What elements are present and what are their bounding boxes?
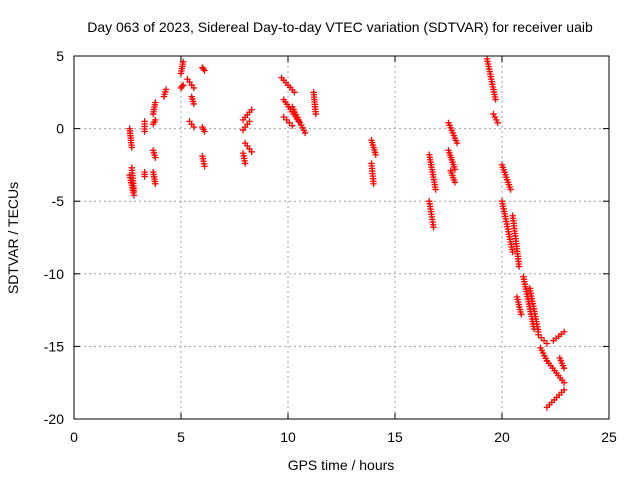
data-point xyxy=(178,83,186,90)
data-point xyxy=(200,65,207,73)
data-point xyxy=(432,186,439,193)
data-point xyxy=(152,116,159,124)
x-tick-label: 10 xyxy=(280,429,296,445)
data-point xyxy=(538,334,545,341)
data-point xyxy=(491,113,499,121)
data-point xyxy=(246,118,253,125)
x-tick-label: 20 xyxy=(494,429,510,445)
chart-title: Day 063 of 2023, Sidereal Day-to-day VTE… xyxy=(87,19,593,35)
data-point xyxy=(493,116,500,124)
data-point xyxy=(560,386,568,394)
x-axis-title: GPS time / hours xyxy=(288,457,395,473)
data-point xyxy=(543,340,551,347)
x-tick-label: 0 xyxy=(70,429,78,445)
data-point xyxy=(289,122,296,129)
data-point xyxy=(152,154,159,161)
data-point xyxy=(560,364,568,372)
data-point xyxy=(372,151,379,158)
data-point xyxy=(451,166,459,173)
data-point xyxy=(201,67,208,74)
data-point xyxy=(560,328,568,336)
data-point xyxy=(509,248,516,256)
data-series-uaib xyxy=(126,55,568,411)
data-point xyxy=(141,118,148,125)
y-axis-title: SDTVAR / TECUs xyxy=(5,182,21,294)
data-point xyxy=(152,99,159,106)
data-point xyxy=(490,110,497,118)
data-point xyxy=(248,148,255,156)
y-tick-label: 5 xyxy=(56,48,64,64)
data-point xyxy=(190,100,198,108)
data-point xyxy=(152,180,159,187)
data-point xyxy=(560,379,568,386)
data-point xyxy=(430,224,437,231)
plot-frame xyxy=(73,55,610,420)
data-point xyxy=(494,119,501,126)
data-point xyxy=(201,128,208,135)
data-point xyxy=(283,116,290,124)
x-tick-label: 15 xyxy=(387,429,403,445)
y-tick-label: -5 xyxy=(52,193,65,209)
data-point xyxy=(535,331,542,338)
data-point xyxy=(451,179,459,186)
x-tick-labels: 0 5 10 15 20 25 xyxy=(70,429,617,445)
data-point xyxy=(201,163,208,170)
y-tick-label: -20 xyxy=(44,411,64,427)
data-point xyxy=(242,160,249,167)
data-point xyxy=(515,263,523,270)
y-tick-labels: 5 0 -5 -10 -15 -20 xyxy=(44,48,64,427)
data-point xyxy=(190,84,198,92)
y-tick-label: -15 xyxy=(44,338,64,354)
axis-ticks xyxy=(73,55,610,420)
data-point xyxy=(540,337,548,344)
grid-lines xyxy=(74,56,609,419)
data-point xyxy=(453,139,461,147)
data-point xyxy=(128,144,135,151)
data-point xyxy=(492,96,499,103)
data-point xyxy=(312,110,320,118)
data-point xyxy=(190,123,198,131)
x-tick-label: 25 xyxy=(601,429,617,445)
x-tick-label: 5 xyxy=(177,429,185,445)
y-tick-label: 0 xyxy=(56,121,64,137)
y-tick-label: -10 xyxy=(44,266,64,282)
data-point xyxy=(179,81,187,89)
data-point xyxy=(286,119,293,126)
data-point xyxy=(130,187,138,195)
data-point xyxy=(370,180,377,187)
data-point xyxy=(518,311,525,318)
data-point xyxy=(162,86,170,93)
data-point xyxy=(507,186,514,193)
data-point xyxy=(280,113,287,121)
data-point xyxy=(248,106,255,113)
data-point xyxy=(141,173,148,180)
data-point xyxy=(291,89,298,96)
data-point xyxy=(301,129,309,137)
